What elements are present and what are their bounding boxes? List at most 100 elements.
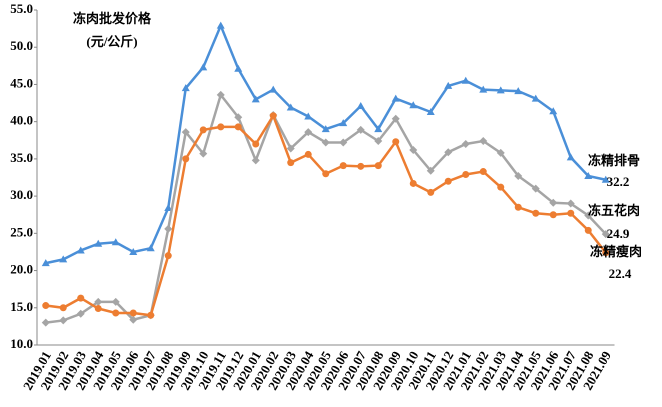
marker	[426, 166, 435, 175]
marker	[409, 145, 418, 154]
marker	[409, 101, 418, 109]
y-tick-label: 45.0	[10, 75, 33, 90]
marker	[94, 305, 102, 313]
marker	[216, 90, 225, 99]
marker	[374, 137, 383, 146]
marker	[41, 259, 50, 267]
marker	[321, 138, 330, 147]
marker	[566, 153, 575, 161]
marker	[129, 247, 138, 255]
marker	[514, 87, 523, 95]
marker	[42, 302, 50, 310]
marker	[479, 137, 488, 146]
marker	[584, 226, 592, 234]
marker	[286, 103, 295, 111]
marker	[567, 209, 575, 217]
marker	[286, 144, 295, 153]
y-tick-label: 50.0	[10, 38, 33, 53]
marker	[531, 94, 540, 102]
legend-label: 冻精排骨	[588, 153, 640, 168]
marker	[234, 123, 242, 131]
marker	[199, 126, 207, 134]
marker	[94, 297, 103, 306]
marker	[199, 149, 208, 158]
marker	[409, 179, 417, 187]
marker	[461, 76, 470, 84]
y-tick-label: 20.0	[10, 262, 33, 277]
marker	[269, 112, 277, 120]
marker	[181, 84, 190, 92]
marker	[356, 102, 365, 110]
marker	[479, 168, 487, 176]
y-tick-label: 40.0	[10, 113, 33, 128]
y-tick-label: 30.0	[10, 187, 33, 202]
end-value-label: 24.9	[607, 226, 630, 241]
marker	[601, 230, 610, 239]
marker	[496, 86, 505, 94]
marker	[216, 21, 225, 29]
marker	[322, 170, 330, 178]
marker	[77, 294, 85, 302]
marker	[339, 138, 348, 147]
marker	[531, 184, 540, 193]
marker	[584, 172, 593, 180]
marker	[199, 63, 208, 71]
marker	[391, 114, 400, 123]
marker	[374, 125, 383, 133]
marker	[76, 246, 85, 254]
marker	[549, 211, 557, 219]
marker	[59, 304, 67, 312]
marker	[111, 297, 120, 306]
marker	[146, 244, 155, 252]
marker	[164, 204, 173, 212]
marker	[217, 123, 225, 131]
marker	[479, 85, 488, 93]
marker	[549, 198, 558, 207]
y-tick-label: 15.0	[10, 299, 33, 314]
y-tick-label: 35.0	[10, 150, 33, 165]
marker	[444, 148, 453, 157]
end-value-label: 32.2	[607, 174, 630, 189]
y-tick-label: 55.0	[10, 1, 33, 16]
marker	[462, 171, 470, 179]
marker	[252, 140, 260, 148]
marker	[584, 211, 593, 220]
chart-title: 冻肉批发价格	[73, 11, 152, 26]
marker	[427, 188, 435, 196]
marker	[532, 209, 540, 217]
marker	[357, 162, 365, 170]
marker	[356, 125, 365, 134]
marker	[339, 162, 347, 170]
marker	[182, 155, 190, 163]
marker	[234, 113, 243, 122]
marker	[269, 85, 278, 93]
marker	[59, 316, 68, 325]
marker	[496, 148, 505, 157]
y-tick-label: 25.0	[10, 224, 33, 239]
marker	[129, 315, 138, 324]
marker	[339, 119, 348, 127]
marker	[444, 177, 452, 185]
marker	[304, 128, 313, 137]
marker	[461, 140, 470, 148]
marker	[444, 81, 453, 89]
marker	[41, 318, 50, 327]
marker	[76, 309, 85, 318]
legend-label: 冻五花肉	[588, 203, 640, 218]
marker	[111, 238, 120, 246]
marker	[164, 224, 173, 233]
marker	[251, 95, 260, 103]
marker	[391, 94, 400, 102]
marker	[112, 309, 120, 317]
marker	[304, 112, 313, 120]
marker	[59, 255, 68, 263]
marker	[514, 172, 523, 181]
marker	[147, 311, 155, 319]
marker	[374, 162, 382, 170]
marker	[94, 239, 103, 247]
marker	[392, 138, 400, 146]
marker	[566, 199, 575, 208]
marker	[129, 309, 137, 317]
marker	[426, 107, 435, 115]
